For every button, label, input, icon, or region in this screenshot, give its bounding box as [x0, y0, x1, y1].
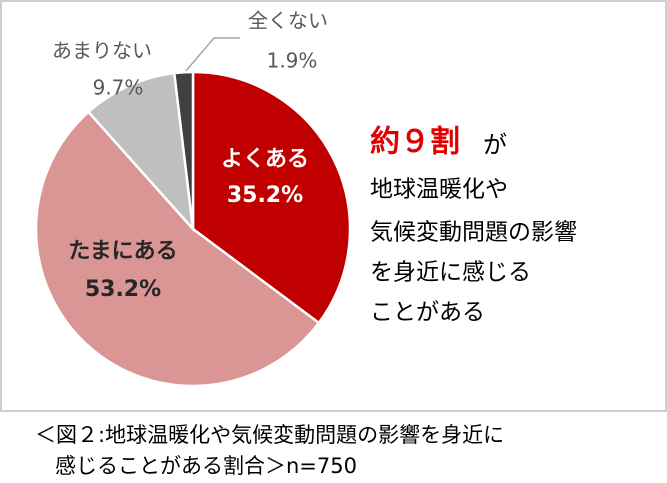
annotation-emphasis: 約９割 [370, 125, 460, 160]
pie-slice [86, 71, 195, 233]
data-label: 35.2% [227, 183, 303, 208]
pie-slice [34, 110, 321, 388]
pie-slice [191, 70, 352, 325]
slice-name: あまりない [52, 39, 152, 63]
slice-name: たまにある [68, 239, 177, 264]
pie-slice [172, 70, 195, 230]
slice-name: 全くない [248, 9, 328, 33]
data-label: 9.7% [93, 76, 144, 100]
leader-line [184, 37, 240, 73]
data-label: 53.2% [85, 277, 161, 302]
annotation-line: ことがある [370, 300, 485, 326]
slice-name: よくある [221, 147, 309, 172]
caption: 感じることがある割合＞n=750 [55, 454, 357, 478]
caption: ＜図２:地球温暖化や気候変動問題の影響を身近に [35, 423, 504, 447]
annotation-line: 気候変動問題の影響 [370, 220, 577, 246]
data-label: 1.9% [267, 49, 318, 73]
annotation-line: 地球温暖化や [370, 177, 508, 203]
annotation-line: を身近に感じる [370, 260, 531, 286]
annotation-text: が [483, 131, 507, 159]
frame [0, 0, 667, 412]
